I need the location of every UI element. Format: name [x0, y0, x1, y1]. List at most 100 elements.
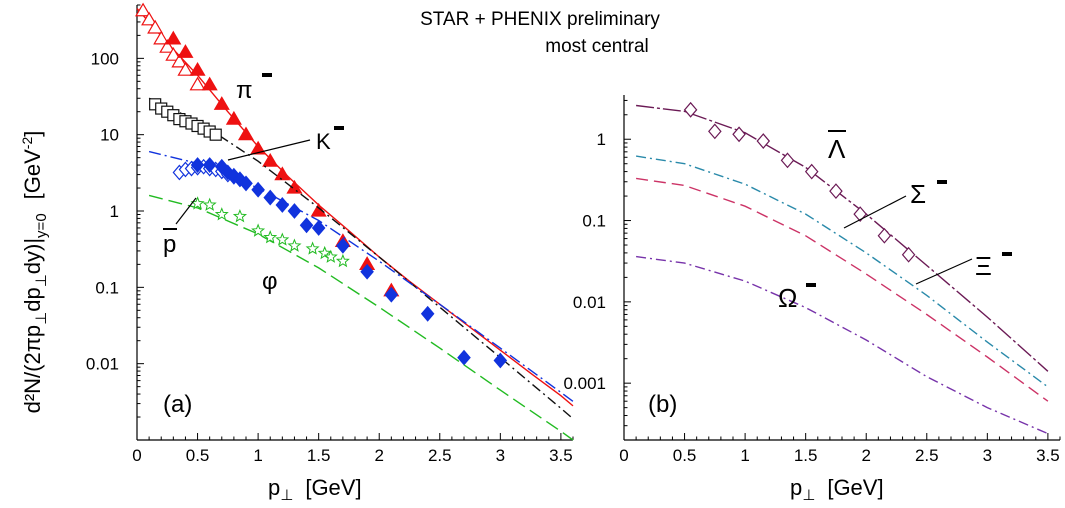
point-phi-open — [305, 241, 320, 255]
label-Lambda-text: Λ — [828, 134, 846, 164]
x-label-sub: ⊥ — [280, 487, 293, 504]
x-tick-label: 1.5 — [307, 446, 331, 465]
point-pi-open — [153, 30, 170, 45]
label-K-minus — [334, 126, 344, 130]
label-Xi-text: Ξ — [975, 251, 992, 281]
point-pi-filled — [201, 76, 218, 91]
label-pbar-text: p — [163, 231, 176, 258]
curve-pbar — [148, 150, 574, 402]
label-Lambda-bar — [828, 130, 846, 132]
label-K-text: K — [316, 129, 331, 154]
label-pbar: p — [163, 197, 197, 258]
y-tick-label: 1 — [597, 130, 606, 149]
point-pi-open — [171, 53, 188, 68]
point-phi-open — [214, 207, 229, 221]
x-tick-label: 0.5 — [673, 446, 697, 465]
point-pbar-filled — [190, 157, 205, 173]
point-phi-open — [251, 223, 266, 237]
point-phi-open — [263, 230, 278, 244]
point-pbar-filled — [457, 349, 471, 366]
point-K-open — [209, 128, 222, 141]
x-tick-label: 3 — [983, 446, 992, 465]
point-pi-open — [165, 47, 182, 61]
y-tick-label: 10 — [100, 126, 119, 145]
point-pi-open — [147, 19, 164, 34]
y-label-sub3: y=0 — [33, 213, 50, 238]
label-Lambda: Λ — [828, 130, 846, 164]
x-tick-label: 1 — [253, 446, 262, 465]
point-pbar-filled — [275, 197, 290, 213]
label-Sigma-minus — [937, 180, 947, 184]
y-label-sub2: ⊥ — [33, 274, 50, 287]
panel-a: 0 0.5 1 1.5 2 2.5 3 3.5 0.01 0.1 1 10 100 — [86, 2, 574, 465]
point-pbar-filled — [263, 189, 278, 206]
point-Lambda-open — [829, 183, 843, 200]
point-pi-filled — [213, 96, 230, 110]
label-K: K — [227, 126, 344, 161]
label-Xi-minus — [1002, 252, 1012, 256]
curve-K — [148, 97, 574, 420]
point-pbar-filled — [251, 181, 265, 198]
x-tick-label: 2.5 — [915, 446, 939, 465]
series-pi — [135, 2, 574, 407]
point-pi-filled — [165, 30, 182, 45]
point-pbar-filled — [287, 203, 302, 219]
point-pi-open — [189, 76, 206, 91]
point-pi-filled — [262, 152, 279, 167]
y-label-unit-open: [GeV — [20, 149, 45, 199]
label-phi: φ — [262, 268, 278, 295]
y-label-unit-sup: -2 — [19, 137, 35, 150]
x-tick-label: 1.5 — [794, 446, 818, 465]
series-phi — [148, 194, 574, 441]
label-Sigma-text: Σ — [910, 179, 926, 209]
x-label-unit: [GeV] — [827, 475, 883, 500]
x-tick-label: 2.5 — [428, 446, 452, 465]
point-Lambda-open — [877, 227, 892, 244]
x-tick-label: 2 — [374, 446, 383, 465]
label-Sigma: Σ — [843, 179, 947, 229]
label-pbar-bar — [163, 228, 177, 230]
series-K — [148, 97, 574, 420]
point-pbar-filled — [493, 352, 508, 369]
label-Omega-minus — [806, 283, 816, 287]
y-tick-label: 0.1 — [582, 212, 606, 231]
x-label-unit: [GeV] — [305, 475, 361, 500]
point-phi-open — [323, 249, 338, 263]
point-Lambda-open — [683, 101, 698, 118]
x-tick-label: 1 — [740, 446, 749, 465]
point-Lambda-open — [804, 163, 819, 180]
x-label-main: p — [790, 475, 802, 500]
point-pbar-filled — [384, 286, 399, 303]
curve-phi — [148, 194, 574, 441]
label-Omega: Ω — [778, 283, 816, 313]
point-phi-open — [202, 197, 217, 211]
label-Sigma-leader — [843, 195, 907, 229]
x-label-sub: ⊥ — [802, 487, 815, 504]
series-pbar — [148, 150, 574, 402]
point-Lambda-open — [732, 126, 746, 143]
x-tick-label: 0.5 — [186, 446, 210, 465]
point-pi-filled — [177, 44, 194, 58]
label-pi-text: π — [236, 77, 253, 104]
x-tick-label: 3.5 — [549, 446, 573, 465]
point-pi-filled — [274, 166, 291, 181]
x-axis-label-a: p⊥ [GeV] — [268, 475, 362, 504]
y-tick-label: 100 — [91, 49, 119, 68]
panel-b: 0 0.5 1 1.5 2 2.5 3 3.5 0.001 0.01 0.1 1 — [563, 95, 1061, 465]
panel-label-b: (b) — [648, 391, 677, 418]
point-phi-open — [232, 209, 248, 223]
y-label-main: d²N/(2πp — [20, 325, 45, 414]
header-line1: STAR + PHENIX preliminary — [420, 9, 660, 30]
point-phi-open — [275, 232, 290, 246]
label-Omega-text: Ω — [778, 283, 797, 313]
point-pi-open — [159, 39, 176, 53]
point-pbar-filled — [299, 217, 314, 234]
point-pbar-filled — [202, 157, 217, 173]
curve-Xi — [635, 177, 1049, 402]
x-tick-label: 3 — [496, 446, 505, 465]
point-pi-filled — [237, 126, 255, 141]
y-tick-label: 0.01 — [573, 293, 606, 312]
series-Lambda — [636, 101, 1049, 372]
x-tick-label: 3.5 — [1036, 446, 1060, 465]
